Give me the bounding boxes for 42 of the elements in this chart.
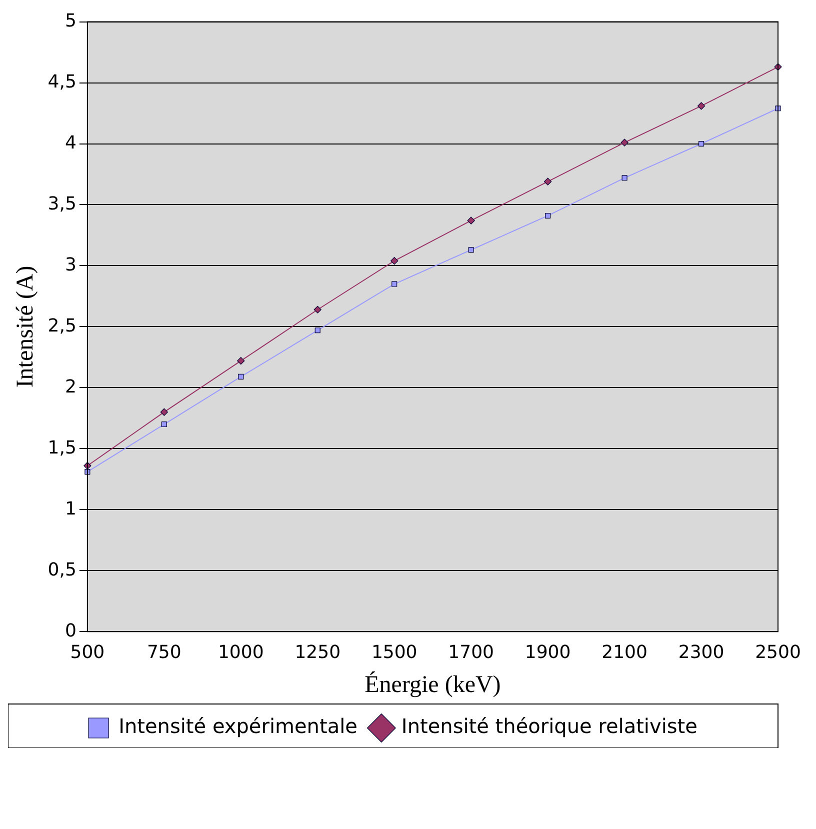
x-tick-label: 1000: [218, 642, 264, 664]
point: [314, 328, 320, 334]
x-tick-label: 1500: [371, 642, 418, 664]
point: [314, 306, 322, 314]
point: [467, 216, 475, 224]
point: [697, 102, 706, 110]
y-tick-label: 1: [64, 498, 76, 520]
point: [468, 247, 474, 253]
point: [390, 257, 398, 265]
y-tick-label: 4: [64, 132, 76, 154]
point: [238, 374, 244, 380]
x-tick-label: 2100: [602, 642, 648, 664]
x-axis-title: Énergie (keV): [364, 670, 501, 698]
point: [237, 357, 245, 365]
y-tick-label: 4,5: [48, 71, 76, 92]
legend-label: Intensité théorique relativiste: [401, 714, 698, 738]
point: [775, 106, 781, 112]
y-tick-label: 1,5: [48, 437, 76, 458]
y-axis-title: Intensité (A): [12, 266, 39, 388]
legend-label: Intensité expérimentale: [118, 714, 358, 738]
x-tick-label: 1700: [448, 642, 494, 664]
x-tick-label: 1250: [294, 642, 341, 664]
point: [544, 178, 552, 186]
x-tick-label: 2300: [678, 642, 724, 664]
x-tick-label: 2500: [755, 642, 801, 664]
x-tick-label: 1900: [524, 642, 571, 664]
point: [161, 421, 167, 428]
y-tick-label: 3: [64, 254, 76, 276]
point: [160, 408, 168, 416]
y-tick-label: 5: [64, 10, 76, 32]
point: [545, 212, 551, 218]
y-tick-label: 2: [64, 376, 76, 398]
point: [698, 140, 704, 147]
y-tick-label: 0: [64, 620, 76, 642]
y-tick-label: 2,5: [48, 315, 76, 336]
point: [622, 175, 628, 181]
point: [392, 281, 398, 287]
y-tick-label: 0,5: [48, 559, 76, 580]
x-tick-label: 750: [146, 642, 182, 664]
y-tick-label: 3,5: [48, 193, 76, 214]
x-tick-label: 500: [70, 642, 105, 664]
point: [620, 138, 628, 146]
